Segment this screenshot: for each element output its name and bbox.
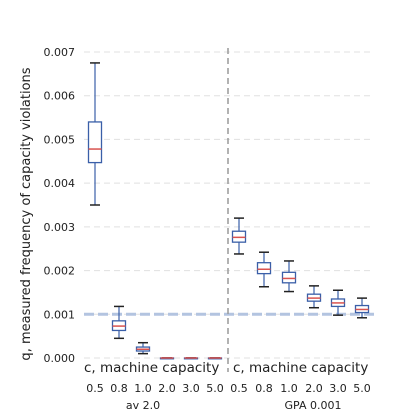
box-1-0 xyxy=(231,217,247,255)
y-tick-labels: 0.000 0.001 0.002 0.003 0.004 0.005 0.006 0.007 xyxy=(44,46,76,365)
y-tick-label: 0.005 xyxy=(44,133,76,146)
y-tick-label: 0.002 xyxy=(44,265,76,278)
x-category-label: 0.5 xyxy=(230,382,248,395)
box-0-0 xyxy=(87,62,103,206)
y-tick-label: 0.004 xyxy=(44,177,76,190)
x-category-label: 1.0 xyxy=(134,382,152,395)
box-0-3 xyxy=(159,357,175,360)
box-1-2 xyxy=(281,260,297,293)
y-tick-label: 0.003 xyxy=(44,221,76,234)
x-category-label: 3.0 xyxy=(329,382,347,395)
box-1-4 xyxy=(330,289,346,316)
category-labels: 0.5 0.8 1.0 2.0 3.0 5.0 0.5 0.8 1.0 2.0 3.0 5.0 xyxy=(86,382,371,395)
y-tick-label: 0.001 xyxy=(44,308,76,321)
grid-lines xyxy=(84,51,374,359)
x-category-label: 1.0 xyxy=(280,382,298,395)
boxes-layer xyxy=(87,62,370,360)
x-category-label: 5.0 xyxy=(206,382,224,395)
box-1-3 xyxy=(306,285,322,309)
y-tick-label: 0.007 xyxy=(44,46,76,59)
x-category-label: 5.0 xyxy=(353,382,371,395)
box-1-5 xyxy=(354,297,370,319)
x-category-label: 0.8 xyxy=(255,382,273,395)
left-group-label: av 2.0 xyxy=(126,399,160,412)
box-body xyxy=(87,121,103,164)
box-0-1 xyxy=(111,305,127,340)
x-category-label: 2.0 xyxy=(305,382,323,395)
x-category-label: 0.8 xyxy=(110,382,128,395)
left-panel-xlabel: c, machine capacity xyxy=(84,360,219,376)
box-body xyxy=(256,262,272,275)
right-panel-xlabel: c, machine capacity xyxy=(233,360,368,376)
box-0-5 xyxy=(207,357,223,360)
x-category-label: 2.0 xyxy=(158,382,176,395)
x-category-label: 3.0 xyxy=(182,382,200,395)
x-category-label: 0.5 xyxy=(86,382,104,395)
box-0-2 xyxy=(135,341,151,355)
y-tick-label: 0.000 xyxy=(44,352,76,365)
y-tick-label: 0.006 xyxy=(44,90,76,103)
box-1-1 xyxy=(256,251,272,288)
box-0-4 xyxy=(183,357,199,360)
right-group-label: GPA 0.001 xyxy=(285,399,342,412)
y-axis-label: q, measured frequency of capacity violat… xyxy=(19,67,34,360)
box-body xyxy=(281,271,297,284)
